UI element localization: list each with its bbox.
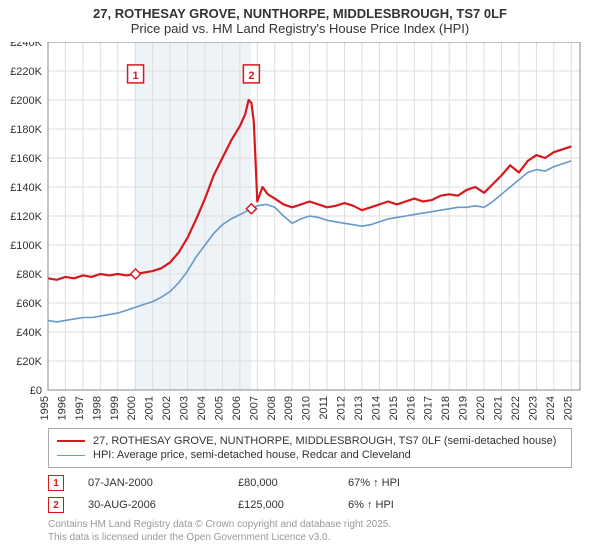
sale-row: 2 30-AUG-2006£125,0006% ↑ HPI (48, 494, 572, 516)
y-tick-label: £160K (10, 153, 42, 165)
legend-label: 27, ROTHESAY GROVE, NUNTHORPE, MIDDLESBR… (93, 435, 556, 447)
title-main: 27, ROTHESAY GROVE, NUNTHORPE, MIDDLESBR… (0, 0, 600, 21)
y-tick-label: £80K (16, 269, 42, 281)
y-tick-label: £200K (10, 95, 42, 107)
y-tick-label: £180K (10, 124, 42, 136)
y-tick-label: £220K (10, 66, 42, 78)
x-tick-label: 2025 (562, 396, 574, 420)
x-tick-label: 1995 (39, 396, 51, 420)
x-tick-label: 2004 (196, 396, 208, 420)
attribution: Contains HM Land Registry data © Crown c… (48, 518, 572, 544)
x-tick-label: 2008 (266, 396, 278, 420)
y-tick-label: £0 (30, 385, 42, 397)
x-tick-label: 2007 (248, 396, 260, 420)
chart-svg: £0 £20K £40K £60K £80K £100K £120K £140K £160K £1… (0, 42, 600, 422)
x-tick-label: 2023 (527, 396, 539, 420)
x-tick-label: 2014 (370, 396, 382, 420)
sale-deflator: 67% ↑ HPI (348, 477, 448, 489)
x-tick-label: 2017 (423, 396, 435, 420)
legend-swatch (57, 455, 85, 456)
x-tick-label: 1997 (74, 396, 86, 420)
x-tick-label: 2003 (179, 396, 191, 420)
y-tick-label: £120K (10, 211, 42, 223)
sale-marker-number: 1 (132, 70, 138, 82)
x-tick-label: 2022 (510, 396, 522, 420)
x-tick-label: 2024 (545, 396, 557, 420)
legend-row: 27, ROTHESAY GROVE, NUNTHORPE, MIDDLESBR… (57, 434, 563, 448)
x-tick-label: 2002 (161, 396, 173, 420)
legend-swatch (57, 440, 85, 442)
y-tick-label: £20K (16, 356, 42, 368)
sale-date: 30-AUG-2006 (88, 499, 238, 511)
sale-row: 1 07-JAN-2000£80,00067% ↑ HPI (48, 472, 572, 494)
sale-date: 07-JAN-2000 (88, 477, 238, 489)
x-tick-label: 1999 (109, 396, 121, 420)
sale-row-marker: 2 (48, 497, 64, 513)
y-tick-label: £40K (16, 327, 42, 339)
y-tick-label: £100K (10, 240, 42, 252)
x-tick-label: 2011 (318, 396, 330, 420)
x-tick-label: 1998 (91, 396, 103, 420)
attribution-line2: This data is licensed under the Open Gov… (48, 531, 572, 544)
x-tick-label: 2015 (388, 396, 400, 420)
y-tick-label: £140K (10, 182, 42, 194)
x-tick-label: 2010 (301, 396, 313, 420)
x-tick-label: 2012 (336, 396, 348, 420)
x-tick-label: 2018 (440, 396, 452, 420)
x-tick-label: 2005 (213, 396, 225, 420)
legend-row: HPI: Average price, semi-detached house,… (57, 448, 563, 462)
sale-price: £125,000 (238, 499, 348, 511)
x-tick-label: 2009 (283, 396, 295, 420)
x-tick-label: 2019 (458, 396, 470, 420)
y-tick-label: £60K (16, 298, 42, 310)
x-tick-label: 2020 (475, 396, 487, 420)
chart-area: £0 £20K £40K £60K £80K £100K £120K £140K £160K £1… (0, 42, 600, 422)
sale-row-marker: 1 (48, 475, 64, 491)
x-tick-label: 2013 (353, 396, 365, 420)
legend-box: 27, ROTHESAY GROVE, NUNTHORPE, MIDDLESBR… (48, 428, 572, 468)
sale-deflator: 6% ↑ HPI (348, 499, 448, 511)
x-tick-label: 2006 (231, 396, 243, 420)
x-tick-label: 2000 (126, 396, 138, 420)
y-tick-label: £240K (10, 42, 42, 49)
sale-table: 1 07-JAN-2000£80,00067% ↑ HPI 2 30-AUG-2006… (48, 472, 572, 516)
x-tick-label: 1996 (56, 396, 68, 420)
legend-label: HPI: Average price, semi-detached house,… (93, 449, 411, 461)
x-tick-label: 2001 (144, 396, 156, 420)
sale-price: £80,000 (238, 477, 348, 489)
x-tick-label: 2016 (405, 396, 417, 420)
sale-marker-number: 2 (248, 70, 254, 82)
attribution-line1: Contains HM Land Registry data © Crown c… (48, 518, 572, 531)
x-tick-label: 2021 (493, 396, 505, 420)
title-sub: Price paid vs. HM Land Registry's House … (0, 21, 600, 42)
